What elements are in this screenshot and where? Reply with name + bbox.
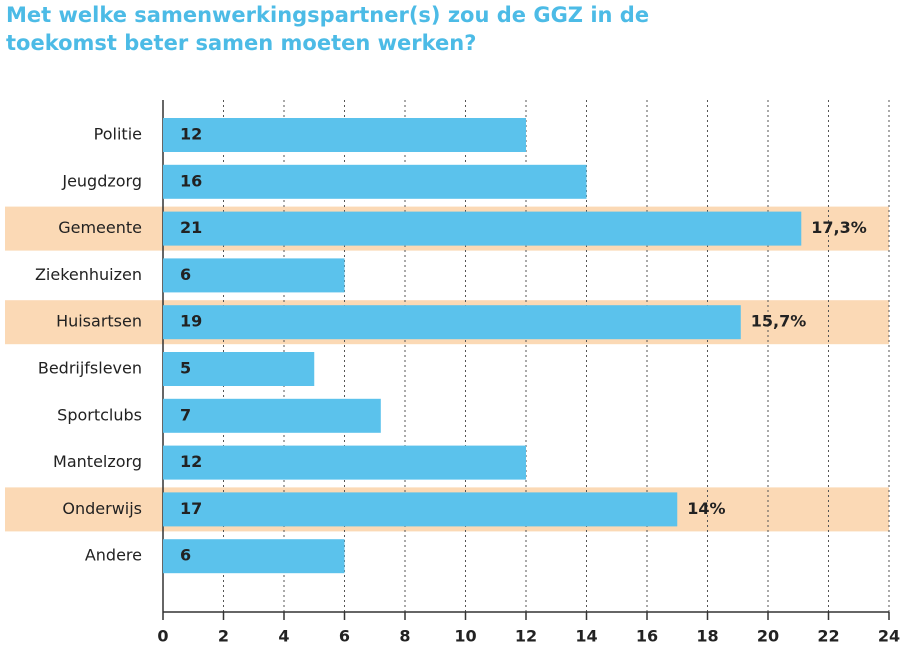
bar <box>163 305 741 340</box>
count-label: 16 <box>180 171 202 190</box>
chart-title: Met welke samenwerkingspartner(s) zou de… <box>6 3 649 27</box>
x-tick-label: 4 <box>278 627 289 646</box>
y-tick-label: Politie <box>94 125 142 144</box>
count-label: 6 <box>180 546 191 565</box>
bar <box>163 164 587 199</box>
bar <box>163 398 381 433</box>
count-label: 17 <box>180 499 202 518</box>
bar <box>163 352 315 386</box>
x-tick-label: 12 <box>515 627 537 646</box>
count-label: 6 <box>180 265 191 284</box>
percent-label: 17,3% <box>811 218 867 237</box>
x-tick-label: 10 <box>454 627 476 646</box>
y-tick-label: Gemeente <box>58 218 142 237</box>
y-tick-label: Ziekenhuizen <box>35 265 142 284</box>
bar <box>163 445 526 480</box>
x-tick-label: 0 <box>157 627 168 646</box>
percent-label: 14% <box>687 499 725 518</box>
y-tick-label: Jeugdzorg <box>61 171 142 190</box>
x-tick-label: 14 <box>575 627 597 646</box>
y-tick-label: Onderwijs <box>62 499 142 518</box>
bar <box>163 211 802 246</box>
count-label: 12 <box>180 125 202 144</box>
y-tick-label: Bedrijfsleven <box>38 359 142 378</box>
count-label: 19 <box>180 312 202 331</box>
count-label: 5 <box>180 359 191 378</box>
y-tick-label: Andere <box>85 546 142 565</box>
y-tick-label: Sportclubs <box>57 405 142 424</box>
x-tick-label: 6 <box>339 627 350 646</box>
bar <box>163 492 678 527</box>
x-tick-label: 8 <box>399 627 410 646</box>
x-tick-label: 20 <box>757 627 779 646</box>
percent-label: 15,7% <box>751 312 807 331</box>
count-label: 12 <box>180 452 202 471</box>
x-tick-label: 2 <box>218 627 229 646</box>
x-tick-label: 16 <box>636 627 658 646</box>
y-tick-label: Mantelzorg <box>53 452 142 471</box>
y-tick-label: Huisartsen <box>56 312 142 331</box>
chart-title: toekomst beter samen moeten werken? <box>6 31 476 55</box>
x-tick-label: 18 <box>696 627 718 646</box>
x-tick-label: 24 <box>878 627 900 646</box>
count-label: 21 <box>180 218 202 237</box>
count-label: 7 <box>180 405 191 424</box>
bar <box>163 118 526 152</box>
bar <box>163 539 345 574</box>
bar <box>163 258 345 293</box>
x-tick-label: 22 <box>817 627 839 646</box>
